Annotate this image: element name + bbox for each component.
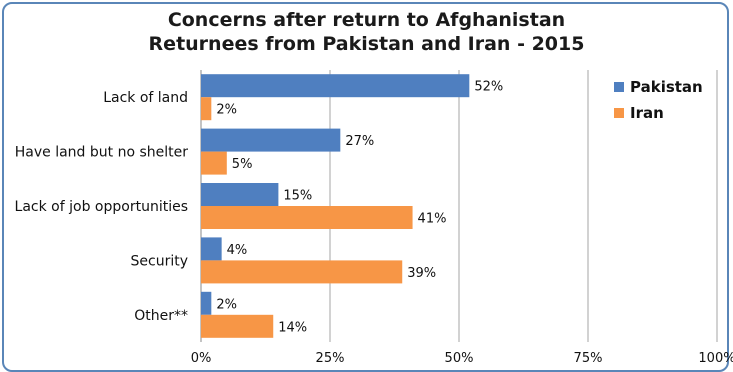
data-label: 52% [474, 80, 503, 95]
data-label: 41% [418, 212, 447, 227]
bar-iran [201, 314, 274, 338]
bar-iran [201, 97, 212, 121]
category-labels: Lack of land Have land but no shelter Lack… [15, 90, 189, 324]
bar-iran [201, 206, 413, 229]
data-label: 27% [345, 134, 374, 149]
x-tick-label: 100% [698, 351, 733, 366]
x-tick-label: 0% [191, 351, 212, 366]
category-label: Other** [134, 308, 188, 324]
category-label: Lack of job opportunities [15, 199, 188, 215]
value-labels: 52% 2% 27% 5% 15% 41% 4% 39% 2% 14% [216, 80, 503, 336]
bars [201, 74, 470, 338]
x-tick-label: 75% [574, 351, 603, 366]
data-label: 15% [283, 189, 312, 204]
category-label: Have land but no shelter [15, 145, 188, 161]
data-label: 39% [407, 266, 436, 281]
legend: Pakistan Iran [614, 78, 703, 122]
bar-pakistan [201, 291, 212, 315]
category-label: Security [131, 253, 189, 269]
data-label: 4% [227, 243, 248, 258]
data-label: 5% [232, 157, 253, 172]
x-tick-label: 50% [445, 351, 474, 366]
category-label: Lack of land [103, 90, 188, 106]
chart-title-line-2: Returnees from Pakistan and Iran - 2015 [148, 33, 585, 55]
data-label: 2% [216, 297, 237, 312]
bar-pakistan [201, 183, 279, 206]
data-label: 14% [278, 320, 307, 335]
data-label: 2% [216, 103, 237, 118]
bar-pakistan [201, 74, 470, 98]
bar-iran [201, 151, 227, 175]
x-tick-label: 25% [316, 351, 345, 366]
bar-pakistan [201, 128, 341, 152]
legend-label: Iran [630, 104, 664, 122]
bar-iran [201, 260, 403, 284]
chart-title: Concerns after return to Afghanistan Ret… [0, 8, 733, 56]
chart-title-line-1: Concerns after return to Afghanistan [167, 9, 566, 31]
legend-swatch-iran [614, 108, 624, 118]
bar-pakistan [201, 237, 222, 261]
legend-swatch-pakistan [614, 82, 624, 92]
legend-label: Pakistan [630, 78, 703, 96]
x-axis-tick-labels: 0% 25% 50% 75% 100% [191, 351, 733, 366]
